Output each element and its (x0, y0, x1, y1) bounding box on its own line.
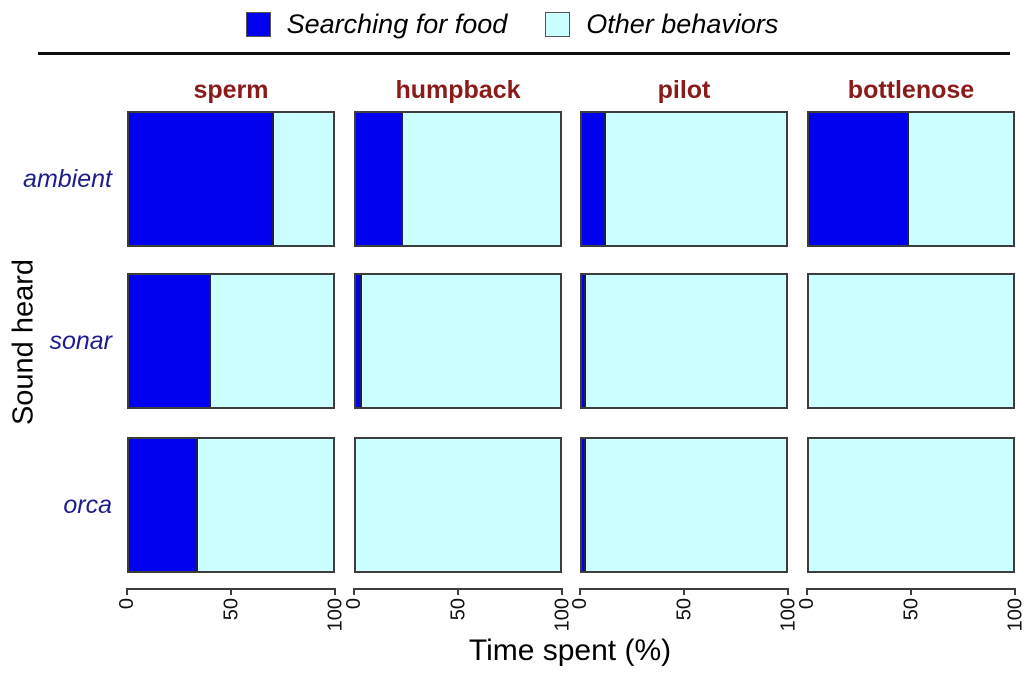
bar-segment-searching-for-food (129, 113, 274, 245)
x-axis-tick (230, 588, 232, 595)
bar-segment-searching-for-food (582, 275, 587, 407)
x-tick-label: 0 (796, 598, 818, 610)
legend-label-other-behaviors: Other behaviors (586, 8, 779, 39)
x-axis-tick (1014, 588, 1016, 595)
x-tick-label: 100 (1004, 598, 1024, 632)
x-axis-tick (579, 588, 581, 595)
legend: Searching for food Other behaviors (0, 0, 1024, 48)
x-axis-tick (910, 588, 912, 595)
bar-segment-searching-for-food (356, 275, 363, 407)
other-behaviors-swatch-icon (545, 11, 571, 37)
x-axis-tick (457, 588, 459, 595)
bar-panel (127, 111, 335, 247)
legend-item-other-behaviors: Other behaviors (545, 9, 778, 40)
bar-panel (354, 111, 562, 247)
bar-panel (580, 111, 788, 247)
bar-panel (580, 437, 788, 573)
facet-column-header-pilot: pilot (657, 76, 711, 104)
row-label-orca: orca (63, 490, 112, 519)
x-tick-label: 50 (673, 598, 695, 621)
bar-panel (807, 273, 1015, 409)
x-axis-title: Time spent (%) (468, 634, 672, 667)
bar-segment-searching-for-food (129, 275, 211, 407)
bar-panel (127, 273, 335, 409)
bar-panel (354, 273, 562, 409)
top-divider-rule (38, 52, 1010, 55)
legend-label-searching-for-food: Searching for food (286, 8, 508, 39)
legend-item-searching-for-food: Searching for food (245, 8, 508, 40)
x-tick-label: 0 (116, 598, 138, 610)
bar-panel (807, 437, 1015, 573)
x-axis-tick (787, 588, 789, 595)
x-axis-tick (561, 588, 563, 595)
x-axis-tick (683, 588, 685, 595)
facet-column-header-bottlenose: bottlenose (847, 76, 975, 104)
searching-for-food-swatch-icon (245, 11, 271, 37)
x-axis-tick (353, 588, 355, 595)
x-axis-tick (126, 588, 128, 595)
bar-panel (580, 273, 788, 409)
bar-panel (127, 437, 335, 573)
bar-panel (807, 111, 1015, 247)
x-axis-tick (334, 588, 336, 595)
row-label-ambient: ambient (23, 164, 112, 193)
bar-segment-searching-for-food (356, 113, 403, 245)
x-tick-label: 0 (569, 598, 591, 610)
facet-column-header-humpback: humpback (395, 76, 521, 104)
bar-segment-searching-for-food (809, 113, 909, 245)
x-tick-label: 50 (220, 598, 242, 621)
row-label-sonar: sonar (49, 326, 112, 355)
x-axis-tick (806, 588, 808, 595)
x-tick-label: 50 (900, 598, 922, 621)
bar-panel (354, 437, 562, 573)
bar-segment-searching-for-food (582, 113, 607, 245)
facet-column-header-sperm: sperm (193, 76, 269, 104)
x-tick-label: 0 (343, 598, 365, 610)
bar-segment-searching-for-food (129, 439, 199, 571)
bar-segment-searching-for-food (582, 439, 587, 571)
x-tick-label: 50 (447, 598, 469, 621)
